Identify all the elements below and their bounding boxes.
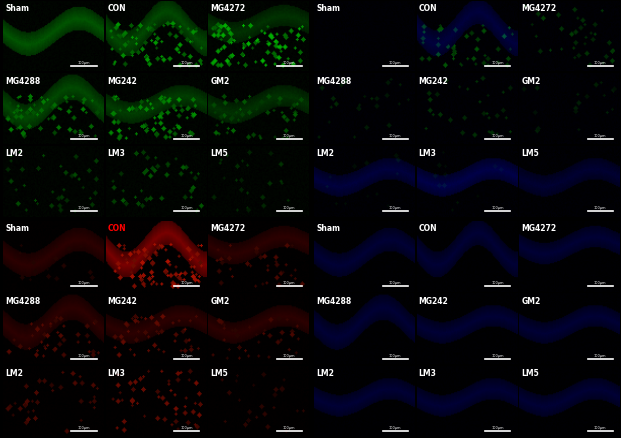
- Text: 100μm: 100μm: [180, 354, 193, 358]
- Text: GM2: GM2: [521, 77, 540, 85]
- Text: 100μm: 100μm: [283, 281, 296, 285]
- Text: 100μm: 100μm: [389, 134, 401, 138]
- Text: 100μm: 100μm: [78, 206, 90, 210]
- Text: 100μm: 100μm: [491, 206, 504, 210]
- Text: Sham: Sham: [316, 4, 340, 13]
- Text: CON: CON: [107, 224, 126, 233]
- Text: 100μm: 100μm: [491, 281, 504, 285]
- Text: LM5: LM5: [210, 149, 228, 158]
- Text: 100μm: 100μm: [389, 61, 401, 65]
- Text: 100μm: 100μm: [283, 426, 296, 431]
- Text: 100μm: 100μm: [180, 426, 193, 431]
- Text: 100μm: 100μm: [283, 61, 296, 65]
- Text: 100μm: 100μm: [78, 354, 90, 358]
- Text: 100μm: 100μm: [389, 354, 401, 358]
- Text: CON: CON: [107, 4, 126, 13]
- Text: LM3: LM3: [419, 149, 437, 158]
- Text: MG242: MG242: [107, 297, 137, 306]
- Text: 100μm: 100μm: [180, 61, 193, 65]
- Text: CON: CON: [419, 224, 437, 233]
- Text: MG4288: MG4288: [5, 297, 40, 306]
- Text: GM2: GM2: [210, 77, 229, 85]
- Text: MG4288: MG4288: [316, 77, 351, 85]
- Text: 100μm: 100μm: [389, 206, 401, 210]
- Text: LM2: LM2: [5, 149, 23, 158]
- Text: 100μm: 100μm: [491, 61, 504, 65]
- Text: LM3: LM3: [107, 149, 125, 158]
- Text: MG4288: MG4288: [316, 297, 351, 306]
- Text: MG4288: MG4288: [5, 77, 40, 85]
- Text: LM5: LM5: [210, 369, 228, 378]
- Text: CON: CON: [419, 4, 437, 13]
- Text: MG242: MG242: [419, 297, 448, 306]
- Text: 100μm: 100μm: [283, 354, 296, 358]
- Text: 100μm: 100μm: [491, 134, 504, 138]
- Text: MG242: MG242: [107, 77, 137, 85]
- Text: LM2: LM2: [316, 369, 334, 378]
- Text: LM5: LM5: [521, 369, 539, 378]
- Text: Sham: Sham: [5, 4, 29, 13]
- Text: MG4272: MG4272: [210, 4, 245, 13]
- Text: 100μm: 100μm: [594, 206, 607, 210]
- Text: 100μm: 100μm: [389, 426, 401, 431]
- Text: Sham: Sham: [5, 224, 29, 233]
- Text: MG4272: MG4272: [521, 224, 556, 233]
- Text: 100μm: 100μm: [491, 426, 504, 431]
- Text: 100μm: 100μm: [180, 281, 193, 285]
- Text: 100μm: 100μm: [283, 206, 296, 210]
- Text: 100μm: 100μm: [78, 61, 90, 65]
- Text: 100μm: 100μm: [180, 134, 193, 138]
- Text: 100μm: 100μm: [594, 134, 607, 138]
- Text: MG242: MG242: [419, 77, 448, 85]
- Text: 100μm: 100μm: [594, 426, 607, 431]
- Text: GM2: GM2: [210, 297, 229, 306]
- Text: Sham: Sham: [316, 224, 340, 233]
- Text: LM2: LM2: [5, 369, 23, 378]
- Text: 100μm: 100μm: [78, 426, 90, 431]
- Text: LM3: LM3: [419, 369, 437, 378]
- Text: LM3: LM3: [107, 369, 125, 378]
- Text: MG4272: MG4272: [210, 224, 245, 233]
- Text: LM5: LM5: [521, 149, 539, 158]
- Text: 100μm: 100μm: [491, 354, 504, 358]
- Text: 100μm: 100μm: [389, 281, 401, 285]
- Text: GM2: GM2: [521, 297, 540, 306]
- Text: 100μm: 100μm: [594, 61, 607, 65]
- Text: 100μm: 100μm: [78, 281, 90, 285]
- Text: 100μm: 100μm: [283, 134, 296, 138]
- Text: MG4272: MG4272: [521, 4, 556, 13]
- Text: 100μm: 100μm: [180, 206, 193, 210]
- Text: 100μm: 100μm: [594, 354, 607, 358]
- Text: 100μm: 100μm: [594, 281, 607, 285]
- Text: LM2: LM2: [316, 149, 334, 158]
- Text: 100μm: 100μm: [78, 134, 90, 138]
